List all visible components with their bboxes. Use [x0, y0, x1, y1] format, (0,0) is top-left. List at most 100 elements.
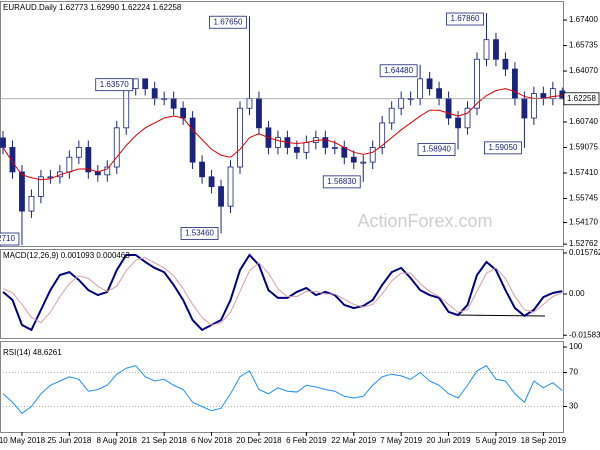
- y-tick-label: 0.015762: [569, 248, 600, 257]
- y-tick-label: 70: [569, 368, 578, 377]
- candle-body: [445, 98, 452, 119]
- indicator-line: [2, 257, 563, 326]
- annotation-label: 1.53460: [185, 229, 214, 238]
- candle-body: [303, 142, 310, 153]
- panel-title: RSI(14) 48.6261: [3, 348, 62, 357]
- annotation-label: 1.56830: [327, 177, 356, 186]
- candle-body: [464, 107, 471, 129]
- candle-body: [180, 107, 187, 119]
- annotation-box: [95, 78, 134, 92]
- candle-body: [0, 137, 6, 148]
- annotation-box: [417, 143, 456, 156]
- candle-body: [38, 176, 44, 197]
- price-panel-frame: [0, 1, 564, 247]
- x-tick-label: 20 Dec 2018: [236, 436, 282, 445]
- candle-body: [227, 166, 234, 207]
- x-tick-label: 6 Nov 2018: [191, 436, 232, 445]
- candle-body: [521, 98, 528, 119]
- annotation-label: 1.67650: [214, 17, 243, 26]
- watermark: ActionForex.com: [357, 211, 492, 231]
- indicator-line: [2, 365, 563, 414]
- annotation-label: 1.59050: [488, 143, 517, 152]
- candle-body: [398, 98, 405, 109]
- x-tick-label: 18 Sep 2019: [521, 436, 567, 445]
- candle-body: [104, 166, 111, 176]
- annotation-box: [379, 64, 418, 78]
- candle-body: [512, 68, 518, 99]
- y-tick-label: 100: [569, 342, 583, 351]
- x-tick-label: 7 May 2019: [380, 436, 422, 445]
- candle-body: [142, 78, 149, 90]
- candle-body: [293, 147, 300, 153]
- candle-body: [493, 39, 499, 60]
- candle-body: [275, 137, 281, 148]
- x-tick-label: 22 Mar 2019: [331, 436, 376, 445]
- candle-body: [426, 78, 433, 90]
- candle-body: [9, 147, 16, 173]
- annotation-label: 1.52710: [0, 234, 15, 243]
- candle-body: [75, 147, 82, 158]
- candle-body: [502, 58, 509, 70]
- candle-body: [322, 137, 329, 148]
- y-tick-label: 1.59075: [569, 143, 598, 152]
- candle-body: [530, 93, 537, 119]
- x-tick-label: 21 Sep 2018: [141, 436, 187, 445]
- panel-title: MACD(12,26,9) 0.001093 0.000463: [3, 251, 130, 260]
- candle-body: [28, 196, 35, 212]
- y-tick-label: 1.57410: [569, 168, 598, 177]
- indicator-line: [2, 253, 563, 332]
- y-tick-label: 1.67400: [569, 15, 598, 24]
- x-tick-label: 10 May 2018: [0, 436, 46, 445]
- candle-body: [151, 88, 158, 99]
- candle-body: [199, 161, 205, 178]
- macd-panel-frame: [0, 249, 564, 339]
- annotation-label: 1.64480: [384, 66, 413, 75]
- candle-body: [19, 171, 25, 212]
- y-tick-label: 30: [569, 402, 578, 411]
- candle-body: [132, 78, 139, 90]
- candle-body: [360, 161, 367, 164]
- y-tick-label: 1.60740: [569, 117, 598, 126]
- rsi-panel-frame: [0, 341, 564, 433]
- candle-body: [474, 58, 480, 109]
- candle-body: [237, 107, 243, 168]
- candle-body: [331, 147, 338, 149]
- x-tick-label: 25 Jun 2018: [47, 436, 92, 445]
- macd-trend-line: [454, 314, 546, 317]
- candle-body: [369, 147, 376, 163]
- candle-body: [218, 186, 224, 207]
- y-tick-label: 0.00: [569, 289, 585, 298]
- candle-body: [246, 98, 253, 109]
- x-tick-label: 20 Jun 2019: [427, 436, 472, 445]
- annotation-label: 1.63570: [100, 80, 129, 89]
- x-tick-label: 6 Feb 2019: [286, 436, 327, 445]
- candle-body: [66, 156, 73, 173]
- candle-body: [417, 78, 424, 99]
- candle-body: [113, 127, 120, 168]
- candle-body: [388, 107, 395, 124]
- x-tick-label: 8 Aug 2018: [97, 436, 138, 445]
- moving-average: [2, 88, 563, 181]
- current-price-box: [563, 92, 600, 106]
- panel-title: EURAUD.Daily 1.62773 1.62990 1.62224 1.6…: [3, 3, 182, 12]
- y-tick-label: 1.54170: [569, 218, 598, 227]
- candle-body: [208, 176, 215, 188]
- annotation-box: [0, 232, 20, 246]
- y-tick-label: 1.64070: [569, 66, 598, 75]
- annotation-box: [209, 15, 247, 29]
- annotation-label: 1.67860: [451, 14, 480, 23]
- y-tick-label: 1.65735: [569, 41, 598, 50]
- y-tick-label: 1.52762: [569, 239, 598, 248]
- candle-body: [85, 147, 92, 173]
- current-price-label: 1.62258: [567, 94, 596, 103]
- candle-body: [483, 39, 490, 60]
- candle-body: [379, 122, 386, 148]
- candle-body: [170, 98, 177, 109]
- annotation-box: [322, 175, 361, 189]
- x-tick-label: 5 Aug 2019: [476, 436, 517, 445]
- annotation-box: [446, 12, 484, 26]
- candle-body: [350, 156, 357, 163]
- candle-body: [123, 88, 130, 129]
- candle-body: [455, 117, 461, 129]
